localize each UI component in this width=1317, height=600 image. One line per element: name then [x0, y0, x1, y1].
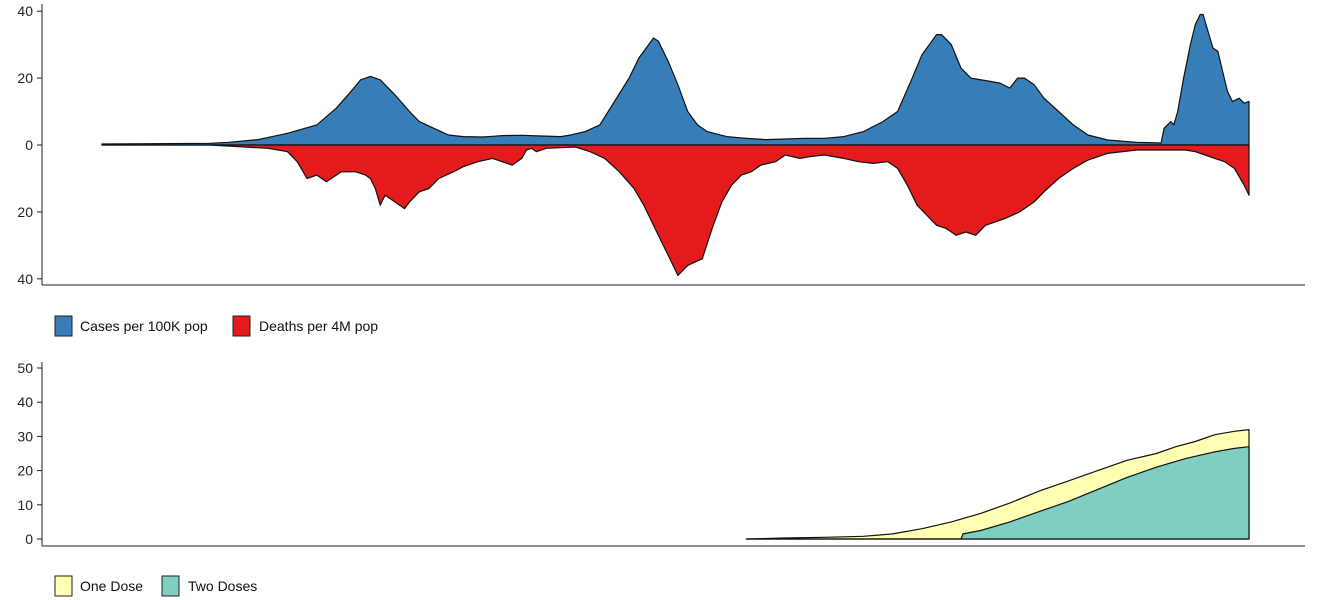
vaccination-plot-area — [745, 429, 1250, 540]
cases-deaths-y-ticks: 40 20 0 20 40 — [17, 3, 42, 287]
legend-label-one-dose: One Dose — [80, 578, 143, 594]
y-tick-label: 50 — [17, 360, 33, 376]
y-tick-label: 40 — [17, 271, 33, 287]
y-tick-label: 10 — [17, 497, 33, 513]
cases-deaths-plot-area — [101, 13, 1250, 277]
y-tick-label: 0 — [25, 531, 33, 547]
deaths-area — [101, 144, 1250, 277]
y-tick-label: 20 — [17, 204, 33, 220]
y-tick-label: 20 — [17, 70, 33, 86]
legend-swatch-cases — [54, 315, 73, 337]
vaccination-y-ticks: 0 10 20 30 40 50 — [17, 360, 42, 547]
legend-label-deaths: Deaths per 4M pop — [259, 318, 378, 334]
legend-label-two-doses: Two Doses — [188, 578, 257, 594]
vaccination-legend: One Dose Two Doses — [54, 575, 257, 597]
y-tick-label: 30 — [17, 428, 33, 444]
legend-swatch-one-dose — [54, 575, 73, 597]
y-tick-label: 40 — [17, 394, 33, 410]
legend-swatch-deaths — [232, 315, 251, 337]
legend-swatch-two-doses — [161, 575, 180, 597]
cases-area — [101, 13, 1250, 146]
vaccination-chart: 0 10 20 30 40 50 — [17, 360, 1305, 547]
y-tick-label: 0 — [25, 137, 33, 153]
legend-label-cases: Cases per 100K pop — [80, 318, 208, 334]
y-tick-label: 40 — [17, 3, 33, 19]
two-doses-area — [745, 446, 1250, 540]
y-tick-label: 20 — [17, 463, 33, 479]
cases-deaths-legend: Cases per 100K pop Deaths per 4M pop — [54, 315, 378, 337]
cases-deaths-chart: 40 20 0 20 40 — [17, 3, 1305, 287]
